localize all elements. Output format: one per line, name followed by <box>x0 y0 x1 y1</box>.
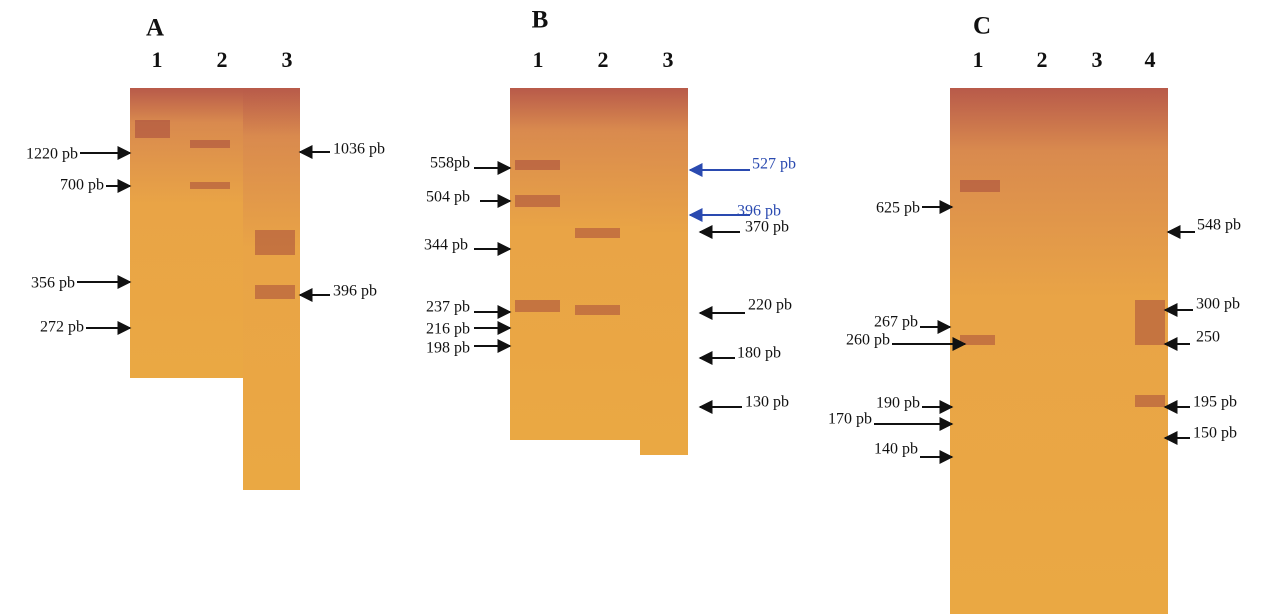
lane-label: 1 <box>533 47 544 72</box>
band-size-label: 344 pb <box>424 237 468 254</box>
band <box>1135 395 1165 407</box>
band-size-label: 700 pb <box>60 177 104 194</box>
band-size-label: 625 pb <box>876 200 920 217</box>
band-size-label: 250 <box>1196 329 1220 346</box>
gels <box>130 88 1168 614</box>
band-size-label: 1036 pb <box>333 141 385 158</box>
band-size-label: 1220 pb <box>26 146 78 163</box>
lane-label: 4 <box>1145 47 1156 72</box>
panel-title: C <box>973 13 991 40</box>
band <box>575 305 620 315</box>
band-size-label: 198 pb <box>426 340 470 357</box>
gel <box>510 88 640 440</box>
band-size-label: 260 pb <box>846 332 890 349</box>
band-size-label: 140 pb <box>874 441 918 458</box>
figure: A1231220 pb700 pb356 pb272 pb1036 pb396 … <box>0 0 1271 614</box>
band-size-label: 170 pb <box>828 411 872 428</box>
band-size-label: 237 pb <box>426 299 470 316</box>
panel-title: B <box>532 7 549 34</box>
band <box>190 182 230 189</box>
band-size-label: 300 pb <box>1196 296 1240 313</box>
band-size-label: 130 pb <box>745 394 789 411</box>
band-size-label: 190 pb <box>876 395 920 412</box>
lane-label: 2 <box>1037 47 1048 72</box>
gel <box>950 88 1168 614</box>
band-size-label: 272 pb <box>40 319 84 336</box>
band-size-label: 504 pb <box>426 189 470 206</box>
band-size-label: 527 pb <box>752 156 796 173</box>
lane-label: 2 <box>217 47 228 72</box>
lane-label: 3 <box>1092 47 1103 72</box>
lane-label: 1 <box>152 47 163 72</box>
band <box>515 160 560 170</box>
band-size-label: 396 pb <box>333 283 377 300</box>
lane-label: 3 <box>663 47 674 72</box>
gel <box>640 88 688 455</box>
band-size-label: 180 pb <box>737 345 781 362</box>
band-size-label: 150 pb <box>1193 425 1237 442</box>
band-size-label: 195 pb <box>1193 394 1237 411</box>
band <box>575 228 620 238</box>
lane-label: 2 <box>598 47 609 72</box>
band-size-label: 267 pb <box>874 314 918 331</box>
band <box>515 195 560 207</box>
band-size-label: 220 pb <box>748 297 792 314</box>
band <box>255 230 295 255</box>
lane-label: 3 <box>282 47 293 72</box>
band <box>960 180 1000 192</box>
panel-title: A <box>146 15 164 42</box>
band <box>255 285 295 299</box>
band <box>960 335 995 345</box>
lane-label: 1 <box>973 47 984 72</box>
band <box>1135 300 1165 345</box>
band <box>515 300 560 312</box>
band-size-label: 558pb <box>430 155 470 172</box>
band-size-label: 396 pb <box>737 203 781 220</box>
band <box>135 120 170 138</box>
band-size-label: 216 pb <box>426 321 470 338</box>
band-size-label: 356 pb <box>31 275 75 292</box>
band <box>190 140 230 148</box>
band-size-label: 370 pb <box>745 219 789 236</box>
band-size-label: 548 pb <box>1197 217 1241 234</box>
